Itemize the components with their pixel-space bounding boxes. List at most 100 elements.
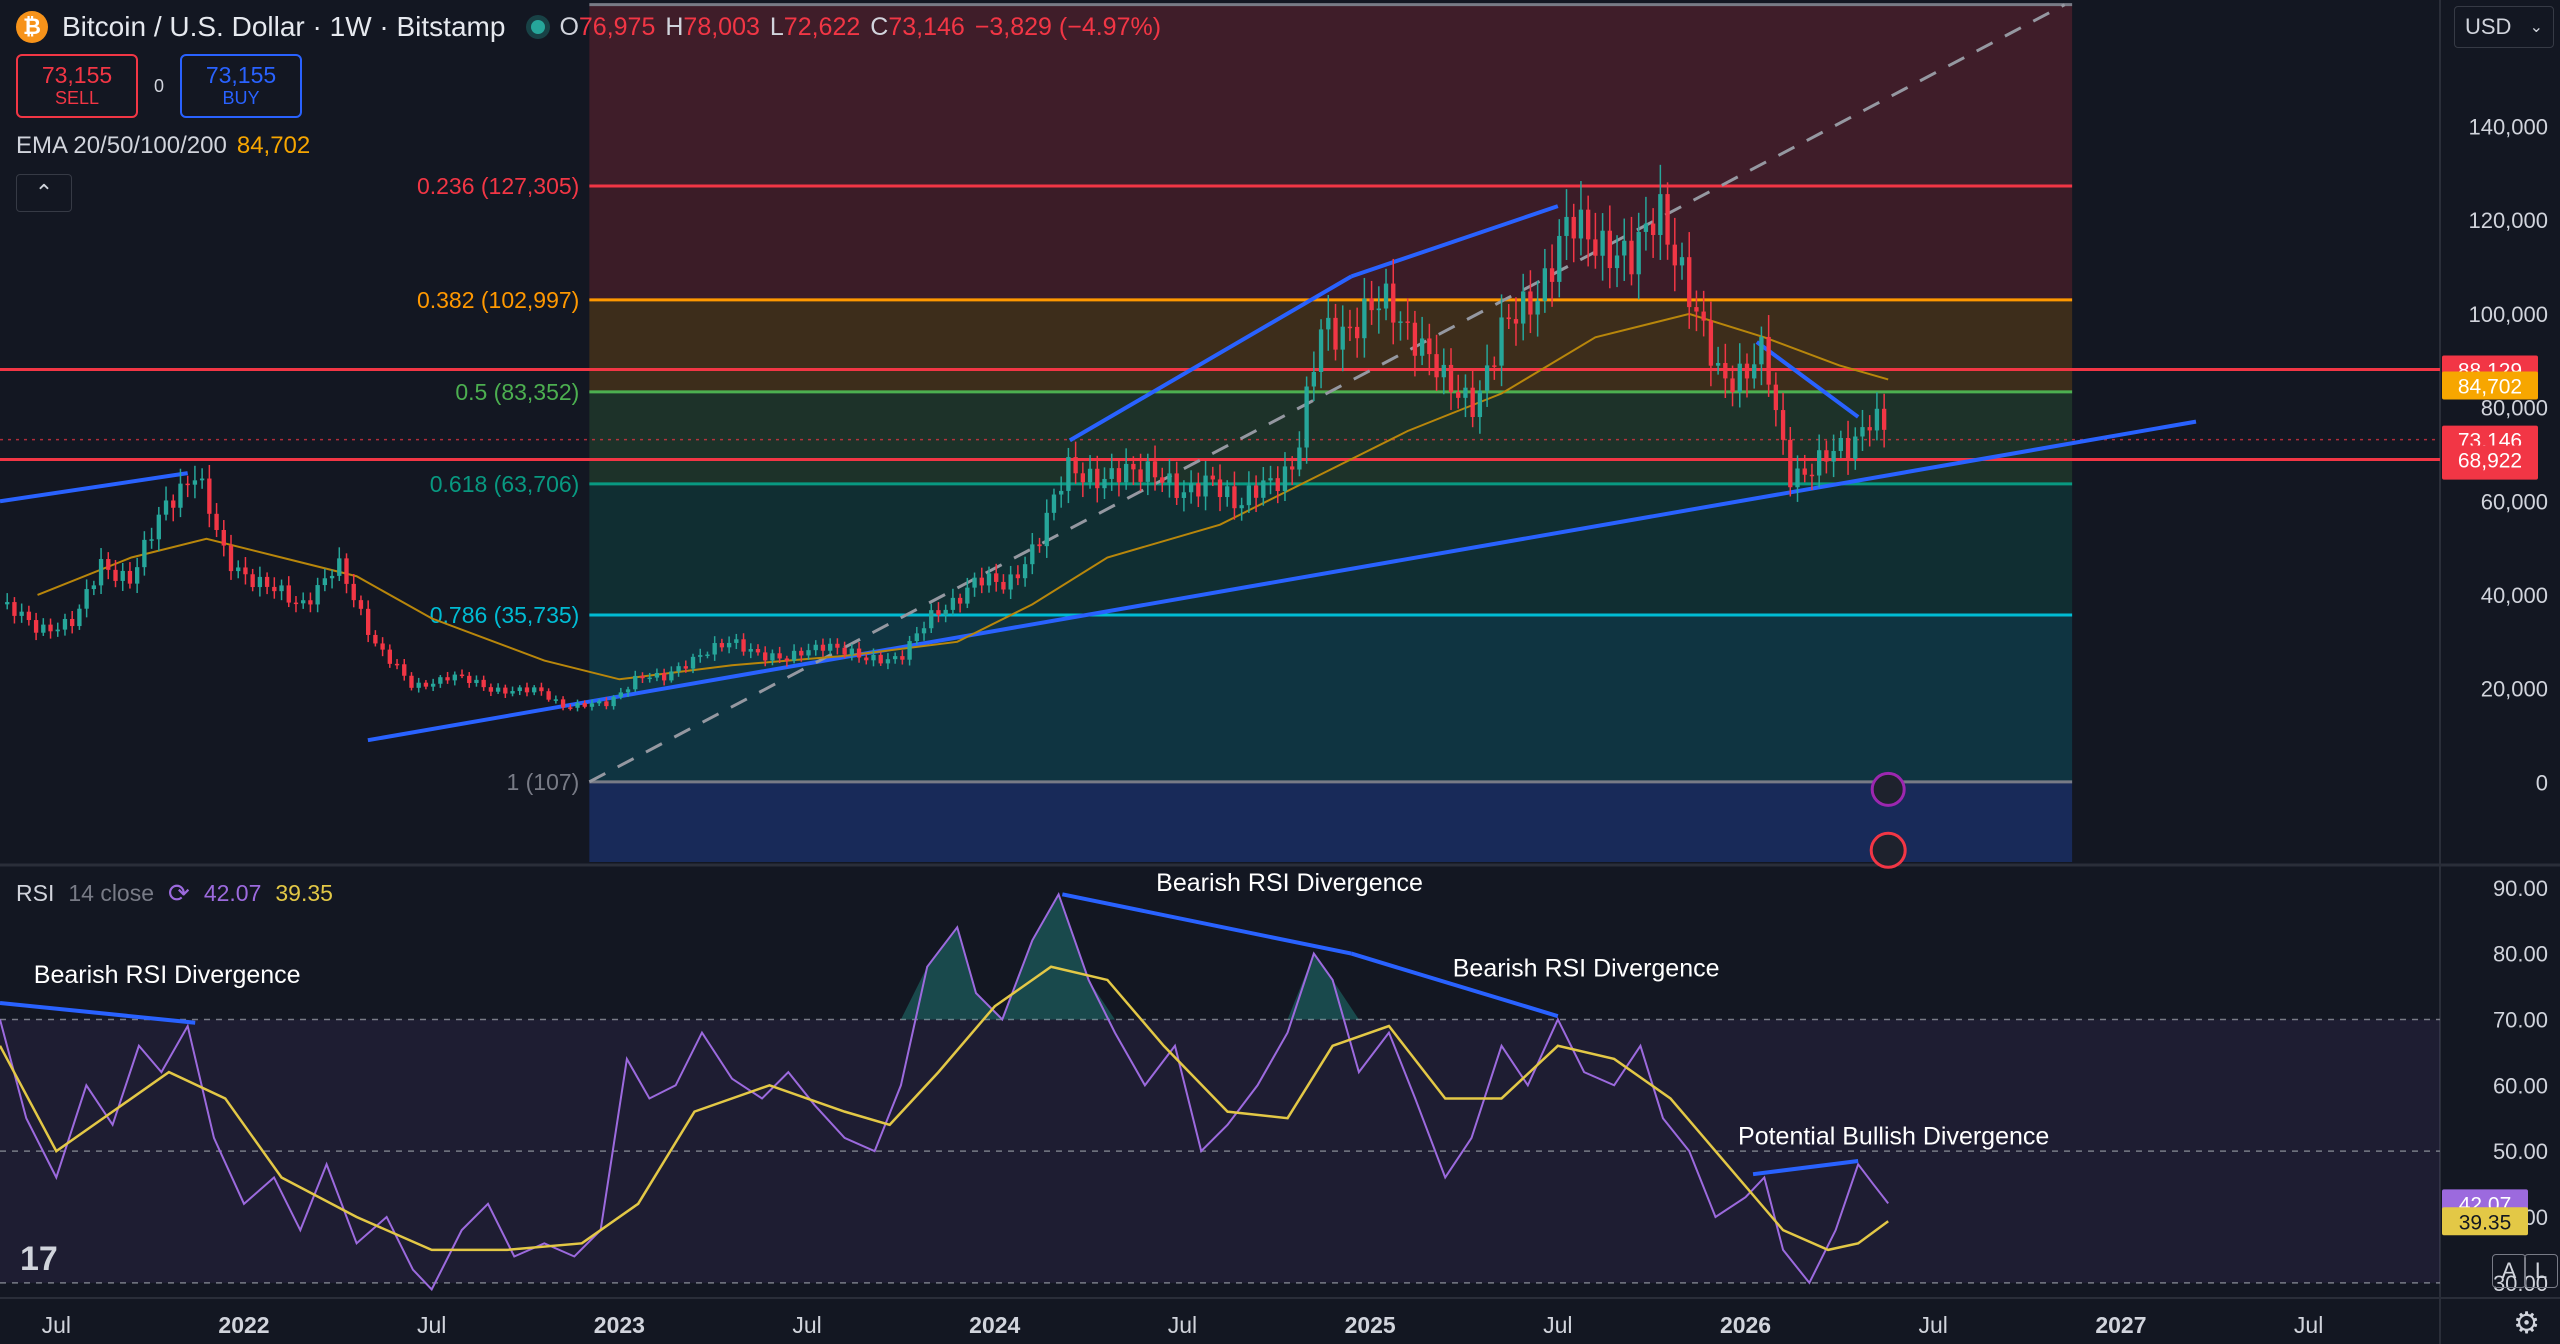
candle-body: [1658, 194, 1663, 236]
candle-body: [1066, 457, 1071, 491]
candle-body: [1123, 463, 1129, 483]
candle-body: [1080, 473, 1086, 483]
candle-body: [243, 567, 248, 575]
buy-button[interactable]: 73,155 BUY: [180, 54, 303, 118]
candle-body: [1001, 581, 1006, 590]
candle-body: [885, 659, 891, 664]
candle-body: [1730, 378, 1735, 393]
rsi-legend[interactable]: RSI 14 close ⟳ 42.07 39.35: [16, 878, 333, 909]
rsi-axis-tick: 70.00: [2493, 1007, 2548, 1032]
candle-body: [972, 577, 977, 588]
candle-body: [62, 618, 68, 630]
rsi-axis-label-bg: [2442, 1207, 2528, 1236]
auto-scale-button[interactable]: A: [2492, 1254, 2526, 1288]
candle-body: [1160, 477, 1165, 483]
candle-body: [438, 677, 443, 684]
candle-body: [1008, 574, 1013, 590]
candle-body: [929, 610, 934, 629]
candle-body: [264, 576, 270, 587]
candle-body: [683, 666, 688, 669]
candle-body: [1643, 223, 1649, 232]
candle-body: [322, 578, 328, 586]
candle-body: [1022, 564, 1028, 579]
candle-body: [770, 653, 775, 661]
candle-body: [1759, 336, 1764, 365]
candle-body: [661, 672, 667, 681]
candle-body: [337, 558, 342, 576]
log-scale-button[interactable]: L: [2524, 1254, 2558, 1288]
candle-body: [192, 480, 198, 485]
candle-body: [1470, 387, 1475, 418]
candle-body: [878, 654, 883, 664]
candle-body: [611, 696, 616, 707]
candle-body: [445, 677, 450, 681]
candle-body: [1138, 469, 1143, 482]
candle-body: [459, 674, 465, 677]
price-axis-tick: 120,000: [2468, 208, 2548, 233]
candle-body: [1456, 392, 1461, 398]
sell-button[interactable]: 73,155 SELL: [16, 54, 138, 118]
trendline: [0, 471, 188, 504]
fib-trend-dashed-line: [588, 3, 2066, 784]
candle-body: [950, 597, 956, 610]
candle-body: [986, 573, 992, 586]
time-axis-tick: Jul: [792, 1312, 821, 1338]
candle-body: [936, 610, 941, 615]
candle-body: [1087, 468, 1093, 483]
candle-body: [1398, 321, 1403, 323]
candle-body: [640, 675, 645, 679]
candle-body: [19, 611, 24, 616]
candle-body: [741, 639, 746, 652]
candle-body: [474, 679, 479, 684]
candle-body: [1311, 371, 1317, 387]
chevron-down-icon: ⌄: [2529, 19, 2543, 36]
tradingview-logo-icon[interactable]: 17: [20, 1240, 58, 1278]
trendline: [1755, 340, 1860, 419]
spread-value: 0: [154, 75, 165, 96]
candle-body: [943, 609, 948, 615]
candle-body: [1788, 439, 1793, 488]
candle-body: [308, 600, 313, 605]
candle-body: [1290, 466, 1295, 470]
candle-body: [1802, 468, 1807, 475]
gear-icon[interactable]: ⚙: [2513, 1307, 2540, 1340]
rsi-axis-tick: 90.00: [2493, 876, 2548, 901]
candle-body: [1679, 257, 1685, 266]
candle-body: [185, 483, 190, 486]
candle-body: [120, 570, 125, 581]
candle-body: [539, 687, 544, 692]
buy-price: 73,155: [205, 62, 277, 89]
candle-body: [1557, 235, 1562, 282]
price-axis-tick: 20,000: [2481, 677, 2548, 702]
candle-body: [777, 653, 782, 659]
candle-body: [156, 514, 161, 540]
candle-body: [1030, 544, 1035, 565]
bitcoin-icon: ₿: [16, 11, 48, 43]
price-axis-tick: 0: [2536, 770, 2548, 795]
candle-body: [301, 600, 306, 604]
candle-body: [1773, 384, 1779, 411]
candle-body: [171, 500, 176, 508]
candle-body: [1838, 437, 1843, 451]
rsi-name: RSI: [16, 880, 55, 906]
ema-legend[interactable]: EMA 20/50/100/200 84,702: [16, 132, 310, 160]
fib-label: 0.5 (83,352): [455, 379, 579, 405]
buy-label: BUY: [222, 87, 260, 108]
candle-body: [618, 692, 623, 697]
candle-body: [1463, 387, 1468, 398]
price-axis-label: 84,702: [2458, 376, 2522, 399]
ema-value: 84,702: [236, 132, 311, 159]
candle-body: [293, 602, 299, 605]
time-axis-tick: 2022: [218, 1312, 269, 1338]
divergence-annotation: Bearish RSI Divergence: [1156, 869, 1423, 897]
candle-body: [70, 618, 75, 627]
currency-select[interactable]: USD ⌄: [2454, 6, 2554, 48]
candle-body: [560, 699, 566, 708]
symbol-title[interactable]: Bitcoin / U.S. Dollar · 1W · Bitstamp: [62, 11, 506, 42]
candle-body: [763, 652, 768, 661]
candle-body: [900, 656, 905, 660]
time-axis-tick: 2024: [969, 1312, 1020, 1338]
collapse-legend-button[interactable]: ⌃: [16, 174, 72, 212]
candle-body: [532, 687, 537, 693]
